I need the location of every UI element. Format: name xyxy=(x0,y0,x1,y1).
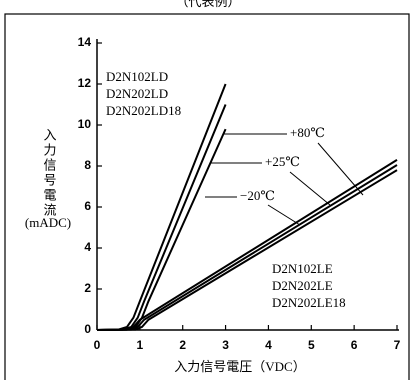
line xyxy=(96,83,227,331)
x-tick-label: 1 xyxy=(137,338,144,352)
frame xyxy=(4,13,410,380)
device-label: D2N202LE xyxy=(272,278,333,293)
y-axis-label: 入力信号電流 xyxy=(42,128,57,218)
device-label: D2N102LD xyxy=(106,69,168,84)
chart-title: （代表例） xyxy=(175,0,240,9)
line xyxy=(96,169,398,331)
temperature-label: +25℃ xyxy=(265,154,300,169)
temperature-label: −20℃ xyxy=(240,188,275,203)
y-tick-label: 4 xyxy=(84,240,91,254)
y-tick-label: 0 xyxy=(84,322,91,336)
y-tick-label: 10 xyxy=(78,117,92,131)
x-tick-label: 7 xyxy=(394,338,401,352)
x-tick-label: 0 xyxy=(94,338,101,352)
y-axis-unit: (mADC) xyxy=(25,215,71,230)
line xyxy=(96,104,227,331)
device-label: D2N202LD18 xyxy=(106,103,181,118)
device-label: D2N102LE xyxy=(272,261,333,276)
temperature-label: +80℃ xyxy=(290,125,325,140)
x-tick-label: 6 xyxy=(351,338,358,352)
y-tick-label: 6 xyxy=(84,199,91,213)
y-tick-label: 14 xyxy=(78,35,92,49)
y-tick-label: 8 xyxy=(84,158,91,172)
line xyxy=(96,128,227,331)
x-tick-label: 3 xyxy=(222,338,229,352)
device-label: D2N202LD xyxy=(106,86,168,101)
device-label: D2N202LE18 xyxy=(272,295,346,310)
y-tick-label: 12 xyxy=(78,76,92,90)
x-axis-label: 入力信号電圧（VDC） xyxy=(174,359,305,374)
annotation-arrows xyxy=(205,133,364,226)
x-tick-label: 2 xyxy=(179,338,186,352)
x-tick-label: 5 xyxy=(308,338,315,352)
y-tick-label: 2 xyxy=(84,281,91,295)
x-tick-label: 4 xyxy=(265,338,272,352)
